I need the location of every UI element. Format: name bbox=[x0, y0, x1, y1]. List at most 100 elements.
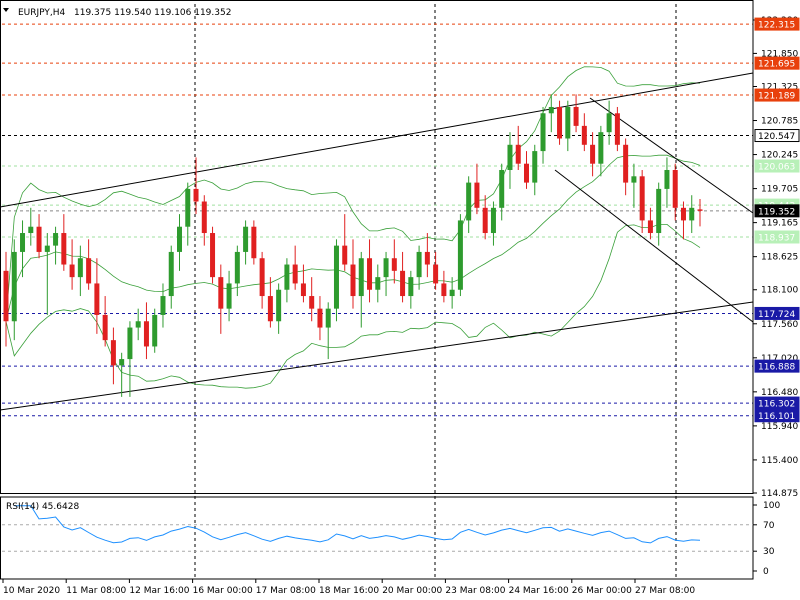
rsi-tick-label: 100 bbox=[763, 501, 780, 511]
candle bbox=[524, 151, 529, 189]
rsi-panel-border bbox=[0, 496, 754, 580]
bollinger-upper bbox=[5, 66, 701, 322]
price-tick-label: 117.560 bbox=[761, 320, 798, 330]
candle-body bbox=[243, 226, 249, 252]
candle-body bbox=[94, 283, 100, 315]
candle bbox=[309, 277, 315, 322]
candle bbox=[647, 207, 653, 240]
price-tag: 116.101 bbox=[754, 409, 800, 423]
candle bbox=[581, 113, 587, 152]
candle bbox=[342, 214, 348, 271]
candle-body bbox=[383, 258, 389, 278]
candle bbox=[177, 214, 182, 271]
price-tick-label: 118.625 bbox=[761, 253, 798, 263]
candle bbox=[474, 163, 480, 215]
candle-body bbox=[53, 233, 59, 246]
candle bbox=[292, 245, 298, 290]
candle-body bbox=[697, 209, 703, 211]
price-tag-box bbox=[754, 17, 800, 31]
candle-body bbox=[367, 258, 373, 290]
candle bbox=[400, 251, 406, 303]
price-tag-label: 117.724 bbox=[758, 310, 795, 320]
candle-body bbox=[573, 106, 579, 126]
candle-body bbox=[127, 327, 133, 360]
price-tags: 122.315121.695121.189120.547120.063119.4… bbox=[754, 17, 800, 423]
candle-body bbox=[77, 258, 83, 278]
candle bbox=[243, 220, 249, 265]
price-tick-label: 121.325 bbox=[761, 82, 798, 92]
candle-body bbox=[28, 226, 34, 234]
candle bbox=[259, 251, 265, 309]
candle bbox=[532, 144, 538, 196]
candle bbox=[11, 239, 17, 341]
candle bbox=[201, 195, 207, 246]
candle-body bbox=[647, 220, 653, 234]
candle-body bbox=[135, 321, 141, 328]
candle-body bbox=[267, 296, 273, 322]
candle-body bbox=[358, 258, 364, 297]
price-tag-label: 116.302 bbox=[758, 400, 795, 410]
price-tick-label: 119.705 bbox=[761, 185, 798, 195]
candle bbox=[482, 195, 488, 240]
candle-body bbox=[490, 207, 496, 234]
candle-body bbox=[309, 296, 315, 309]
candle-body bbox=[375, 277, 381, 290]
candle bbox=[457, 214, 463, 297]
candle-body bbox=[160, 296, 166, 315]
price-tag-box bbox=[754, 230, 800, 244]
candle-body bbox=[226, 283, 232, 309]
candle-body bbox=[251, 226, 257, 259]
candle bbox=[143, 302, 149, 360]
candle-body bbox=[499, 169, 505, 208]
price-tag-label: 116.888 bbox=[758, 363, 795, 373]
time-tick-label: 16 Mar 00:00 bbox=[193, 586, 253, 596]
collapse-triangle-icon[interactable] bbox=[3, 8, 9, 12]
price-tick-label: 119.165 bbox=[761, 219, 798, 229]
price-tick-label: 118.100 bbox=[761, 286, 798, 296]
candle-body bbox=[69, 264, 75, 278]
candle-body bbox=[474, 182, 480, 208]
price-tag-box bbox=[754, 306, 800, 320]
candle bbox=[193, 157, 199, 215]
candle bbox=[367, 239, 373, 303]
candle bbox=[689, 195, 695, 234]
candle bbox=[110, 327, 116, 385]
candle bbox=[639, 169, 645, 234]
price-tag: 116.302 bbox=[754, 396, 800, 410]
candle-body bbox=[36, 226, 42, 252]
candle bbox=[127, 321, 133, 397]
chart-frame bbox=[0, 0, 754, 580]
price-tag-box bbox=[754, 204, 800, 218]
price-tag: 121.189 bbox=[754, 88, 800, 102]
candle-body bbox=[201, 201, 207, 234]
candle bbox=[548, 94, 554, 133]
candle-body bbox=[631, 176, 637, 183]
candle bbox=[276, 283, 282, 334]
price-tick-label: 115.400 bbox=[761, 456, 798, 466]
candle bbox=[433, 251, 439, 290]
candle bbox=[251, 220, 257, 265]
candle-body bbox=[152, 314, 158, 347]
time-axis: 10 Mar 2020 11 Mar 08:00 12 Mar 16:00 16 Ma… bbox=[2, 579, 695, 596]
time-tick-label: 24 Mar 16:00 bbox=[509, 586, 569, 596]
candle bbox=[168, 245, 174, 309]
candle-body bbox=[61, 233, 67, 265]
time-tick-label: 27 Mar 08:00 bbox=[635, 586, 695, 596]
candle bbox=[3, 251, 9, 347]
rsi-tick-label: 70 bbox=[763, 521, 775, 531]
candle-body bbox=[350, 264, 356, 297]
candle bbox=[102, 296, 108, 347]
candle-body bbox=[391, 258, 397, 271]
candle-body bbox=[86, 258, 92, 284]
time-tick-label: 12 Mar 16:00 bbox=[129, 586, 189, 596]
price-tag-box bbox=[754, 409, 800, 423]
candle-body bbox=[606, 113, 612, 133]
candle-body bbox=[292, 264, 298, 284]
candle-body bbox=[400, 270, 406, 297]
candle bbox=[441, 270, 447, 303]
candle bbox=[391, 239, 397, 284]
candle-body bbox=[416, 251, 422, 278]
candle-body bbox=[689, 207, 695, 221]
